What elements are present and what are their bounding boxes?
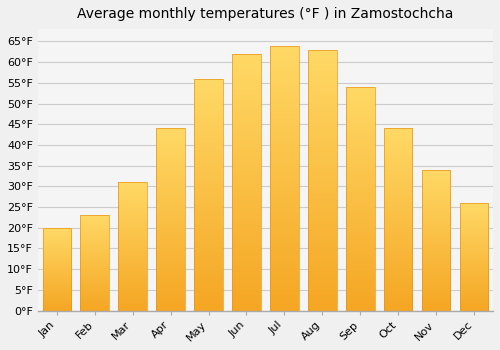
Bar: [346, 87, 374, 310]
Bar: [156, 128, 185, 310]
Bar: [422, 170, 450, 310]
Bar: [460, 203, 488, 310]
Bar: [270, 46, 298, 310]
Bar: [118, 182, 147, 310]
Bar: [384, 128, 412, 310]
Bar: [232, 54, 260, 310]
Title: Average monthly temperatures (°F ) in Zamostochcha: Average monthly temperatures (°F ) in Za…: [77, 7, 454, 21]
Bar: [194, 79, 223, 310]
Bar: [308, 50, 336, 310]
Bar: [42, 228, 71, 310]
Bar: [80, 215, 109, 310]
